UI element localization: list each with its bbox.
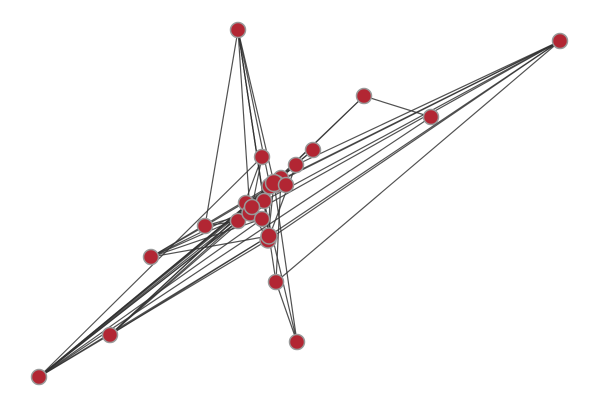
edge-n3-n4 <box>363 95 432 118</box>
edge-n6-n24 <box>251 156 263 208</box>
edge-n10-n6 <box>38 156 263 378</box>
node-n10[interactable] <box>30 368 48 386</box>
edge-n2-n17 <box>275 40 561 283</box>
node-n6[interactable] <box>253 148 271 166</box>
node-n7[interactable] <box>287 156 305 174</box>
edge-n1-n13 <box>204 29 239 227</box>
edge-n11-n23 <box>109 235 270 336</box>
node-n3[interactable] <box>355 87 373 105</box>
edge-n12-n23 <box>150 235 270 258</box>
node-n23[interactable] <box>260 227 278 245</box>
node-n26[interactable] <box>277 176 295 194</box>
node-n11[interactable] <box>101 326 119 344</box>
edge-n2-n15 <box>237 40 561 222</box>
edge-n10-n8 <box>38 177 282 378</box>
node-n1[interactable] <box>229 21 247 39</box>
node-n15[interactable] <box>229 212 247 230</box>
edge-n2-n7 <box>295 40 561 166</box>
edge-n10-n4 <box>38 116 432 378</box>
edge-n12-n13 <box>150 225 206 258</box>
node-n13[interactable] <box>196 217 214 235</box>
node-n22[interactable] <box>253 210 271 228</box>
node-n14[interactable] <box>288 333 306 351</box>
node-n4[interactable] <box>422 108 440 126</box>
edge-n14-n17 <box>275 281 298 343</box>
node-layer <box>30 21 569 386</box>
edge-n2-n21 <box>263 40 561 202</box>
edge-n1-n19 <box>237 29 251 214</box>
edge-layer <box>38 29 561 378</box>
node-n2[interactable] <box>551 32 569 50</box>
node-n12[interactable] <box>142 248 160 266</box>
node-n24[interactable] <box>243 198 261 216</box>
edge-n2-n20 <box>267 40 561 241</box>
edge-n7-n20 <box>267 164 297 241</box>
edge-n8-n17 <box>275 177 282 283</box>
edge-n14-n25 <box>273 182 298 343</box>
edge-n3-n16 <box>269 95 365 187</box>
node-n5[interactable] <box>304 141 322 159</box>
node-n17[interactable] <box>267 273 285 291</box>
